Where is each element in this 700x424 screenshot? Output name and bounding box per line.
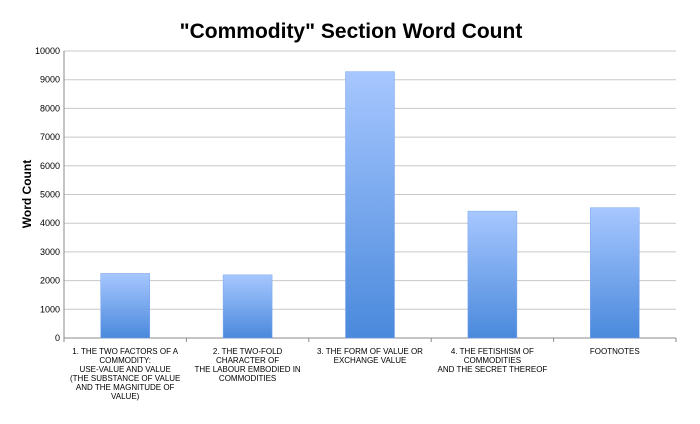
y-tick-label: 7000 [40,132,60,142]
x-tick-label-5: FOOTNOTES [590,347,640,356]
bar-4 [467,210,518,339]
y-tick-label: 8000 [40,103,60,113]
x-tick-label-3: 3. THE FORM OF VALUE OR EXCHANGE VALUE [317,347,423,365]
y-tick-label: 5000 [40,190,60,200]
y-tick-label: 2000 [40,276,60,286]
bar-5 [590,207,640,339]
y-tick-label: 0 [55,333,60,343]
y-tick-label: 9000 [40,75,60,85]
x-tick-label-1: 1. THE TWO FACTORS OF A COMMODITY: USE-VAL… [70,347,180,401]
bar-1 [100,273,150,339]
y-tick-label: 3000 [40,247,60,257]
y-tick-layer: 0 1000 2000 3000 4000 5000 6000 7000 8000 9000 100… [35,46,60,343]
y-tick-label: 6000 [40,161,60,171]
chart-title: "Commodity" Section Word Count [180,20,523,43]
x-tick-label-4: 4. THE FETISHISM OF COMMODITIES AND THE SE… [438,347,548,374]
bar-2 [222,274,273,339]
bar-3 [345,71,395,339]
bar-layer [100,71,640,339]
y-axis-label: Word Count [20,160,34,228]
x-tick-label-2: 2. THE TWO-FOLD CHARACTER OF THE LABOUR EM… [194,347,300,383]
x-tick-layer: 1. THE TWO FACTORS OF A COMMODITY: USE-VAL… [70,347,640,401]
y-tick-label: 1000 [40,304,60,314]
y-tick-label: 10000 [35,46,60,56]
y-tick-label: 4000 [40,218,60,228]
